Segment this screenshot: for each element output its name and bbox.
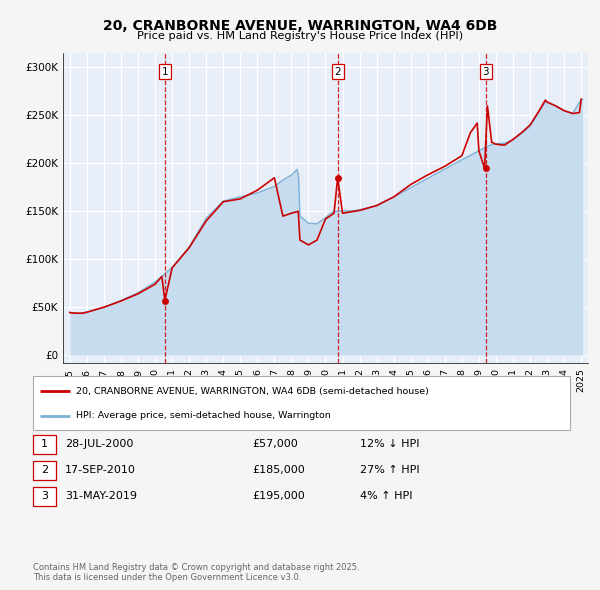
Text: £57,000: £57,000 — [252, 440, 298, 450]
Text: 2: 2 — [41, 466, 48, 476]
Text: 20, CRANBORNE AVENUE, WARRINGTON, WA4 6DB (semi-detached house): 20, CRANBORNE AVENUE, WARRINGTON, WA4 6D… — [76, 387, 429, 396]
Text: 20, CRANBORNE AVENUE, WARRINGTON, WA4 6DB: 20, CRANBORNE AVENUE, WARRINGTON, WA4 6D… — [103, 19, 497, 33]
Text: Price paid vs. HM Land Registry's House Price Index (HPI): Price paid vs. HM Land Registry's House … — [137, 31, 463, 41]
Text: £185,000: £185,000 — [252, 466, 305, 476]
Text: 12% ↓ HPI: 12% ↓ HPI — [360, 440, 419, 450]
Text: 4% ↑ HPI: 4% ↑ HPI — [360, 491, 413, 502]
Text: 1: 1 — [161, 67, 168, 77]
Text: Contains HM Land Registry data © Crown copyright and database right 2025.
This d: Contains HM Land Registry data © Crown c… — [33, 563, 359, 582]
Text: 3: 3 — [41, 491, 48, 502]
Text: 17-SEP-2010: 17-SEP-2010 — [65, 466, 136, 476]
Text: 2: 2 — [334, 67, 341, 77]
Text: 28-JUL-2000: 28-JUL-2000 — [65, 440, 133, 450]
Text: 27% ↑ HPI: 27% ↑ HPI — [360, 466, 419, 476]
Text: HPI: Average price, semi-detached house, Warrington: HPI: Average price, semi-detached house,… — [76, 411, 331, 420]
Text: 1: 1 — [41, 440, 48, 450]
Text: 3: 3 — [482, 67, 489, 77]
Text: 31-MAY-2019: 31-MAY-2019 — [65, 491, 137, 502]
Text: £195,000: £195,000 — [252, 491, 305, 502]
